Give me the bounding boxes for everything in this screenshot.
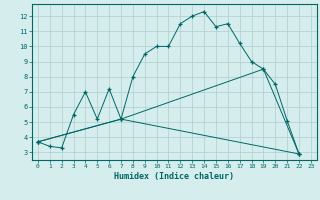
X-axis label: Humidex (Indice chaleur): Humidex (Indice chaleur) [115, 172, 234, 181]
